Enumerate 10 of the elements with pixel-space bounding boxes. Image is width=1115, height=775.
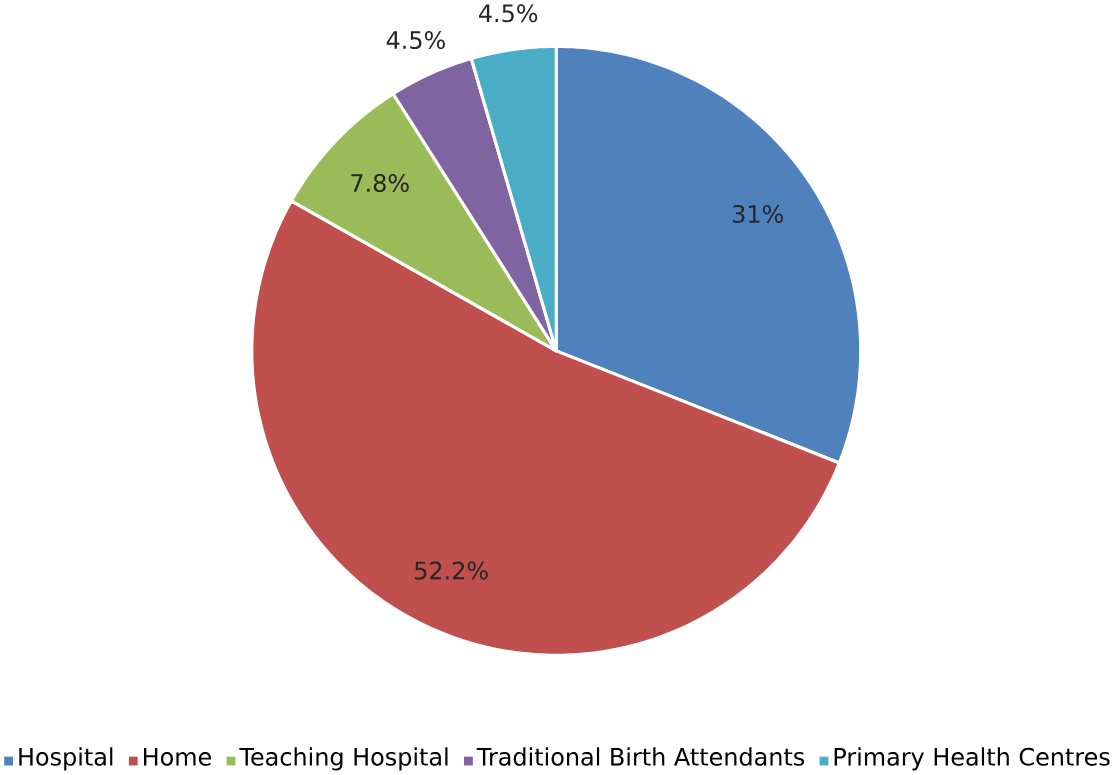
data-label: 4.5% bbox=[479, 4, 538, 23]
data-label: 31% bbox=[732, 205, 783, 224]
legend-label: Teaching Hospital bbox=[239, 747, 448, 771]
data-label: 52.2% bbox=[415, 561, 488, 580]
legend-label: Home bbox=[144, 748, 211, 766]
legend-label: Traditional Birth Attendants bbox=[476, 747, 805, 766]
data-label: 4.5% bbox=[386, 31, 445, 50]
legend-label: Primary Health Centres bbox=[834, 747, 1110, 771]
data-label: 7.8% bbox=[351, 174, 409, 193]
legend-label: Hospital bbox=[19, 747, 113, 771]
